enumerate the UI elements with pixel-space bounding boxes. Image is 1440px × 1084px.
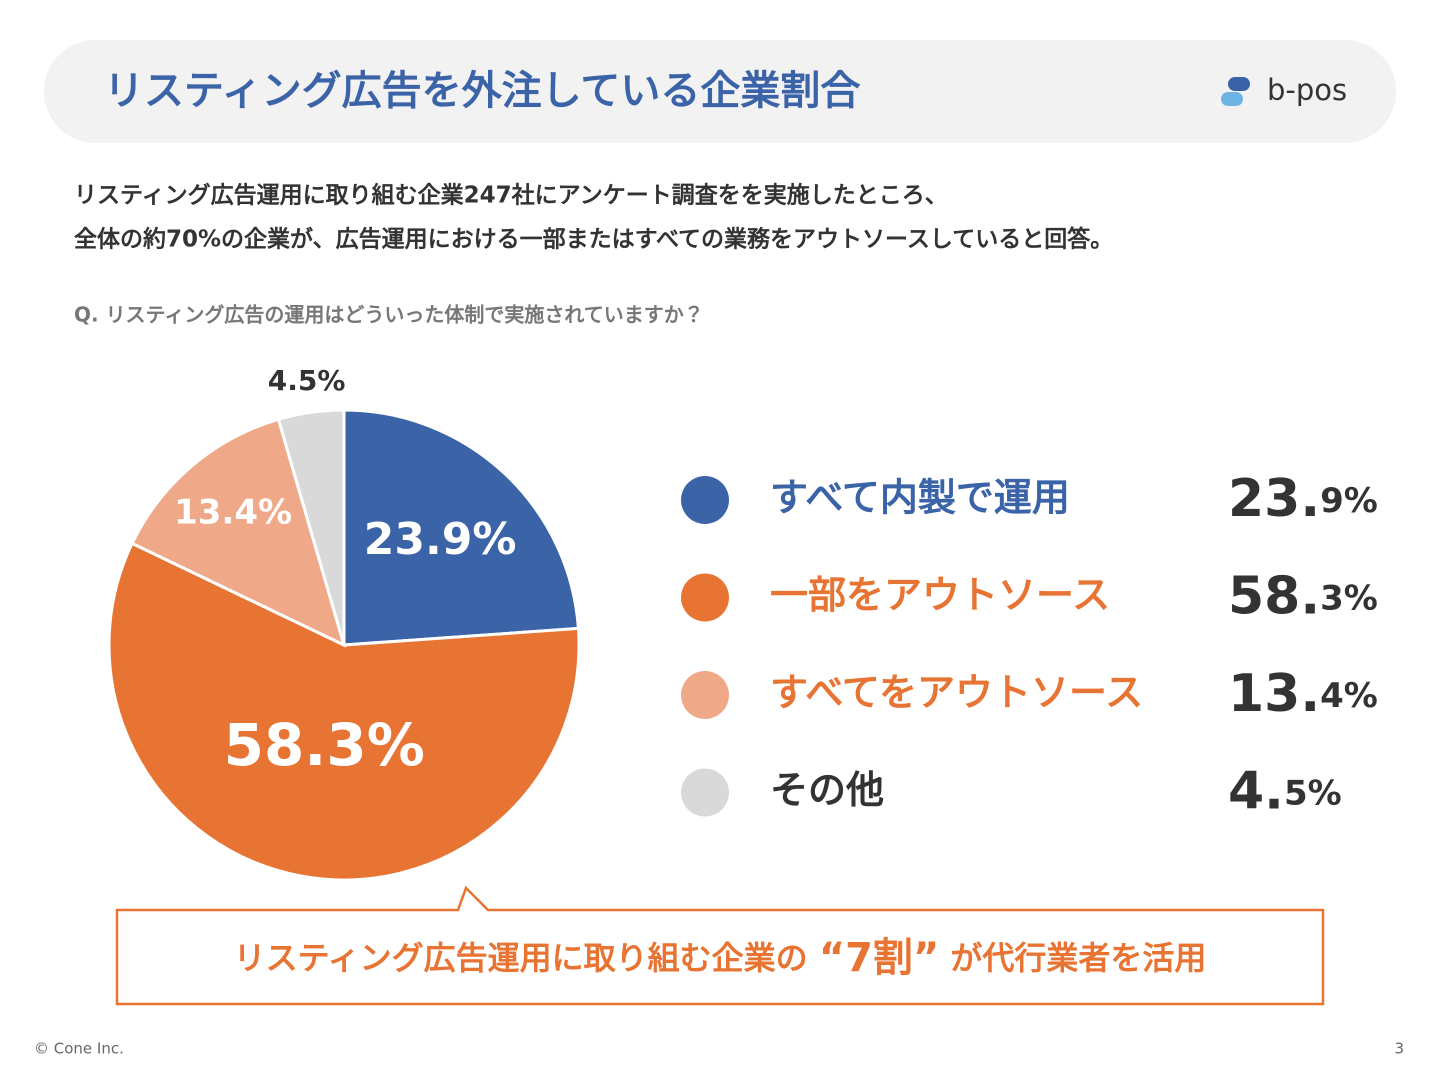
- slice-label: 13.4%: [174, 493, 292, 533]
- pie-slice: [130, 417, 347, 648]
- legend-swatch: [681, 671, 729, 719]
- description-line: 全体の約70%の企業が、広告運用における一部またはすべての業務をアウトソースして…: [74, 226, 1113, 253]
- legend-label: 一部をアウトソース: [770, 573, 1110, 617]
- legend-label: すべてをアウトソース: [770, 671, 1143, 715]
- pie-slice: [107, 541, 581, 882]
- callout: リスティング広告運用に取り組む企業の “7割” が代行業者を活用: [234, 935, 1207, 981]
- slice-label: 4.5%: [268, 364, 346, 397]
- copyright: © Cone Inc.: [34, 1040, 124, 1058]
- callout-box: [115, 885, 1325, 1006]
- legend: すべて内製で運用 23.9% 一部をアウトソース 58.3% すべてをアウトソース 13.…: [681, 469, 1378, 822]
- title: リスティング広告を外注している企業割合: [104, 68, 861, 114]
- header-band: [44, 40, 1396, 143]
- legend-value: 4.5%: [1228, 762, 1342, 822]
- description-line: リスティング広告運用に取り組む企業247社にアンケート調査をを実施したところ、: [74, 182, 948, 209]
- page-number: 3: [1394, 1040, 1404, 1058]
- slice-label: 23.9%: [364, 514, 517, 565]
- legend-value: 13.4%: [1228, 664, 1378, 724]
- logo-icon: [1221, 77, 1250, 106]
- pie-slice: [276, 408, 346, 646]
- legend-label: その他: [770, 768, 884, 812]
- callout-text: が代行業者を活用: [939, 939, 1206, 977]
- callout-emphasis: “7割”: [819, 935, 939, 981]
- pie: 23.9% 58.3% 13.4% 4.5%: [107, 364, 581, 882]
- logo: b-pos: [1267, 73, 1347, 107]
- legend-label: すべて内製で運用: [770, 476, 1070, 520]
- legend-value: 58.3%: [1228, 567, 1378, 627]
- question: Q. リスティング広告の運用はどういった体制で実施されていますか？: [74, 303, 704, 327]
- legend-swatch: [681, 573, 729, 622]
- legend-value: 23.9%: [1228, 469, 1378, 529]
- slice-label: 58.3%: [224, 711, 425, 779]
- callout-text: リスティング広告運用に取り組む企業の: [234, 939, 819, 977]
- legend-swatch: [681, 768, 729, 817]
- pie-slice: [342, 408, 581, 647]
- legend-swatch: [681, 476, 729, 524]
